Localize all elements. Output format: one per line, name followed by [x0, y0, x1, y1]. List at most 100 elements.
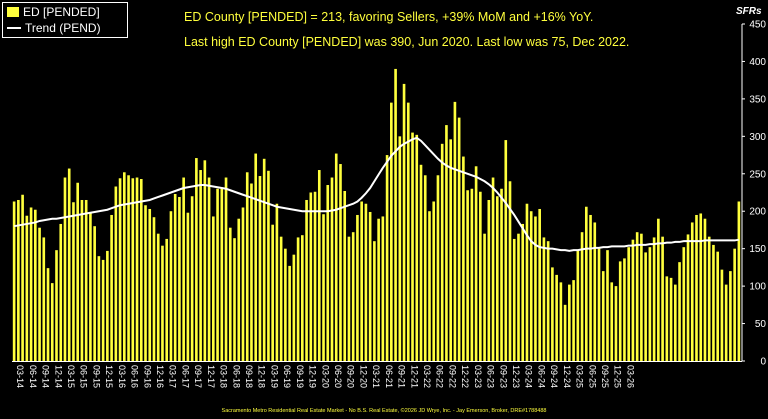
bar — [123, 172, 126, 361]
bar — [445, 125, 448, 361]
bar — [296, 237, 300, 361]
x-tick-label: 09-21 — [397, 365, 407, 388]
bar — [89, 212, 92, 361]
x-tick-label: 12-24 — [562, 365, 572, 388]
bar — [127, 175, 130, 361]
bar — [512, 238, 516, 361]
bar — [648, 247, 652, 361]
x-tick-label: 06-22 — [435, 365, 445, 388]
bar — [640, 233, 643, 361]
bar — [729, 271, 732, 361]
y-tick-label: 50 — [755, 319, 767, 330]
x-tick-label: 12-19 — [308, 365, 318, 388]
bar — [97, 256, 101, 361]
bar — [652, 237, 656, 361]
x-tick-label: 03-23 — [473, 365, 483, 388]
bar — [173, 194, 177, 361]
bar — [474, 166, 478, 361]
bar — [326, 185, 330, 361]
x-tick-label: 06-19 — [282, 365, 292, 388]
bar — [29, 207, 33, 361]
bar — [432, 201, 436, 361]
bar — [644, 252, 647, 361]
bar — [12, 201, 16, 361]
bar — [381, 216, 385, 361]
x-tick-label: 12-18 — [257, 365, 267, 388]
bar — [593, 222, 597, 361]
bar — [76, 182, 80, 361]
bar — [288, 265, 291, 361]
bar — [597, 248, 601, 361]
bar — [606, 250, 609, 361]
bar — [216, 188, 219, 361]
bar — [580, 232, 584, 361]
x-tick-label: 03-24 — [524, 365, 534, 388]
x-tick-label: 06-17 — [180, 365, 190, 388]
y-tick-label: 200 — [749, 207, 766, 218]
x-tick-label: 09-23 — [498, 365, 508, 388]
bar — [156, 233, 160, 361]
bar — [525, 203, 529, 361]
x-tick-label: 12-17 — [206, 365, 216, 388]
trend-line — [13, 136, 740, 252]
bar — [360, 201, 363, 361]
bar — [343, 191, 347, 361]
bar — [38, 227, 41, 361]
bar — [182, 177, 185, 361]
bar — [529, 211, 533, 361]
bar — [657, 218, 660, 361]
bar — [203, 160, 207, 361]
bar — [716, 251, 720, 361]
bar — [406, 102, 410, 361]
bar — [635, 232, 639, 361]
bar — [699, 213, 703, 361]
bar — [589, 214, 592, 361]
x-tick-label: 06-24 — [536, 365, 546, 388]
bar — [521, 223, 525, 361]
bar — [351, 232, 355, 361]
bar — [576, 250, 580, 361]
bar — [262, 158, 266, 361]
bar — [673, 284, 677, 361]
bar — [317, 170, 321, 361]
bar — [25, 215, 29, 361]
bar — [428, 211, 431, 361]
y-tick-label: 150 — [749, 244, 766, 255]
bar — [267, 170, 270, 361]
bar — [67, 168, 71, 361]
bar — [364, 203, 368, 361]
bar — [483, 233, 486, 361]
bar — [546, 241, 550, 361]
bar — [610, 282, 614, 361]
legend: ED [PENDED] Trend (PEND) — [2, 2, 128, 38]
bar — [479, 191, 482, 361]
bar — [504, 140, 508, 361]
bar — [93, 226, 96, 361]
legend-swatch-bar — [7, 7, 19, 17]
bar — [373, 241, 376, 361]
y-tick-label: 0 — [760, 357, 766, 368]
x-tick-label: 09-16 — [142, 365, 152, 388]
bar — [17, 199, 20, 361]
bar — [601, 271, 605, 361]
y-tick-label: 100 — [749, 282, 766, 293]
bar — [712, 244, 715, 361]
x-tick-label: 09-14 — [41, 365, 51, 388]
bar — [139, 179, 143, 361]
bar — [224, 177, 228, 361]
bar — [42, 237, 46, 361]
bar — [584, 206, 588, 361]
bar — [178, 196, 181, 361]
x-tick-label: 06-15 — [79, 365, 89, 388]
bar — [682, 247, 686, 361]
bar — [72, 202, 75, 361]
bar — [614, 286, 618, 361]
x-tick-label: 12-22 — [460, 365, 470, 388]
bar — [271, 224, 274, 361]
bar — [470, 188, 474, 361]
x-tick-label: 03-22 — [422, 365, 432, 388]
bar — [313, 191, 317, 361]
bar — [55, 250, 58, 361]
bar — [457, 117, 461, 361]
x-tick-label: 03-21 — [371, 365, 381, 388]
